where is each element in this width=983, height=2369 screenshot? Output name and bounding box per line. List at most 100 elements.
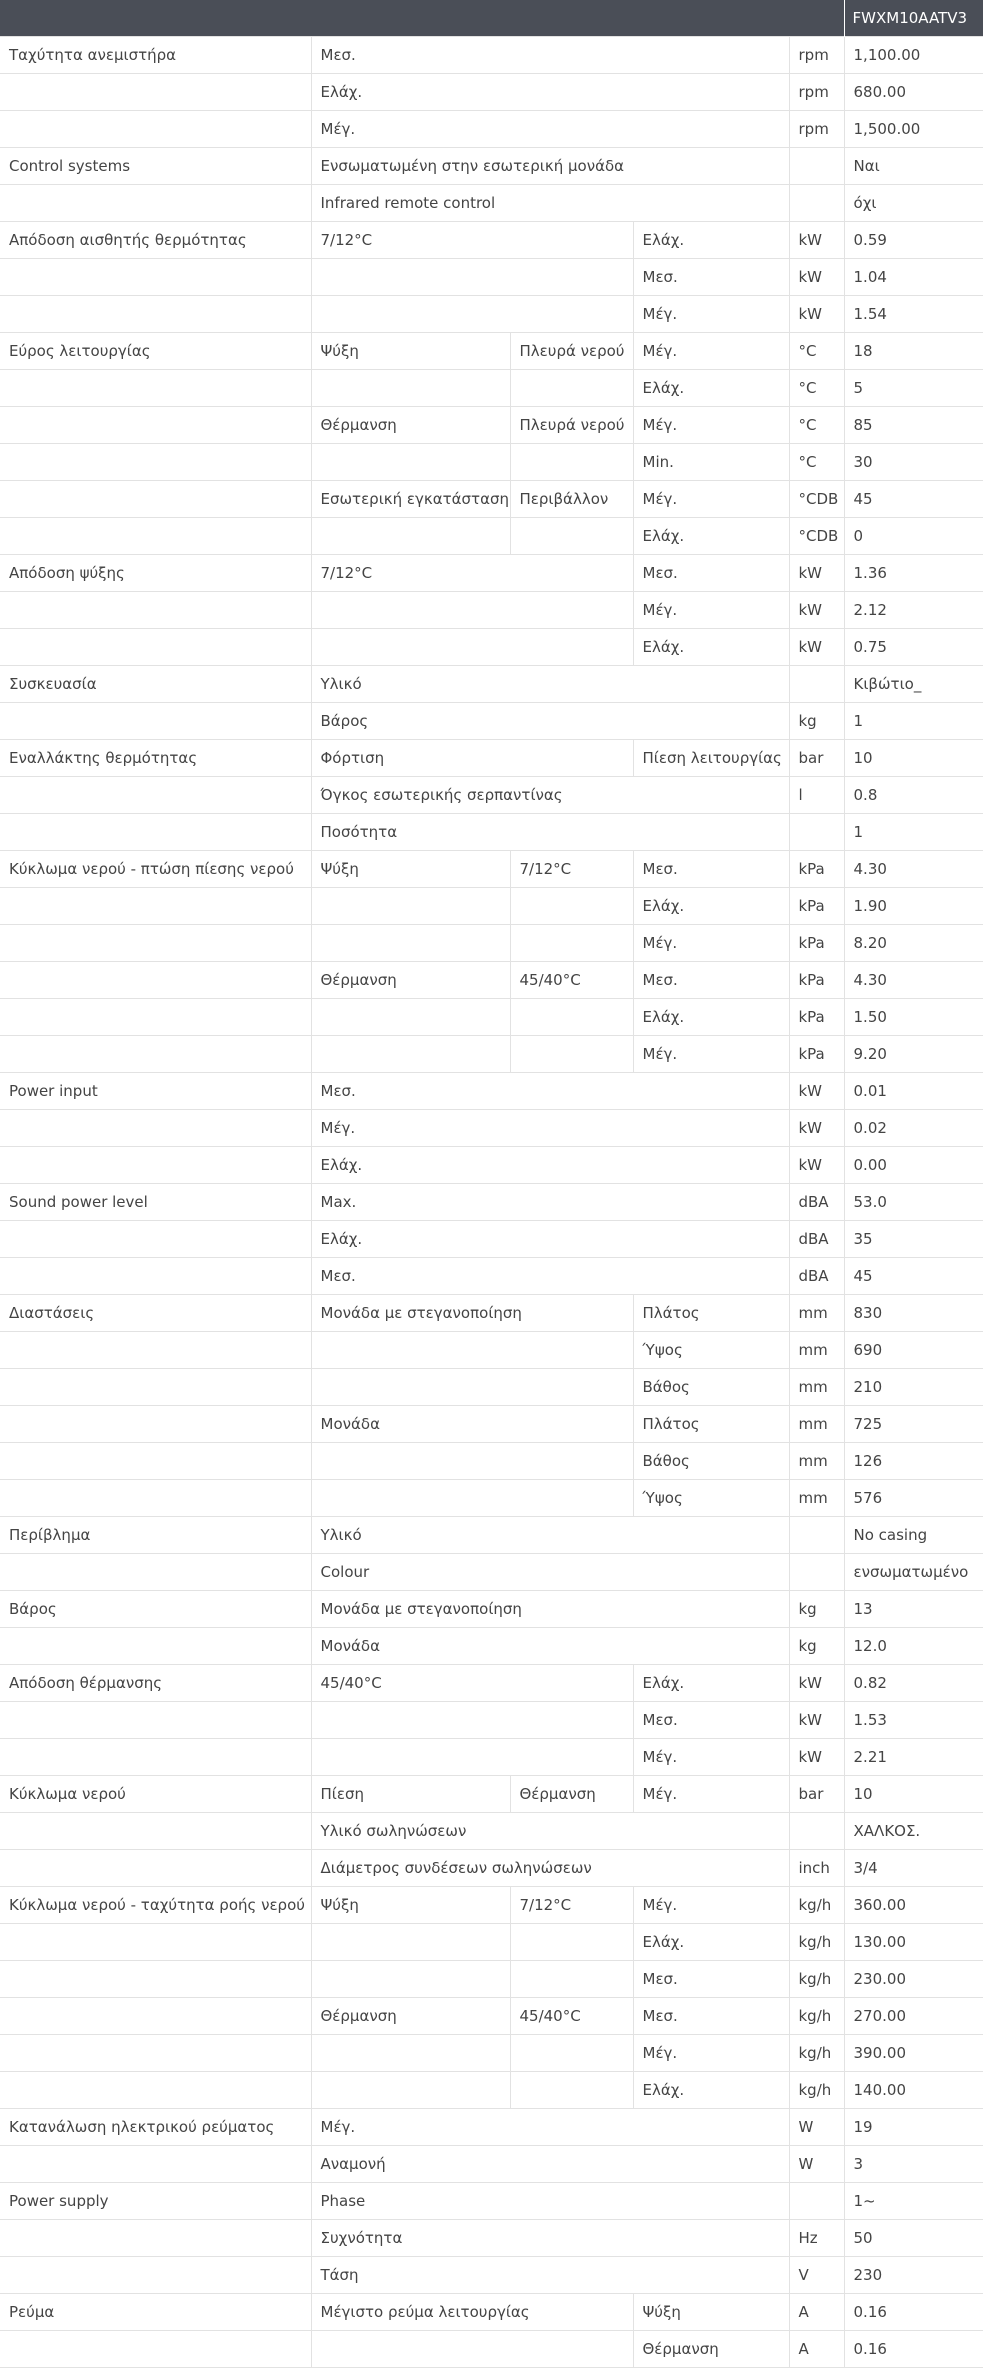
table-row: Control systems Ενσωματωμένη στην εσωτερι… (0, 147, 983, 185)
unit-cell: W (788, 2145, 845, 2183)
value-cell: 2.12 (843, 591, 983, 629)
value-cell: 1,500.00 (843, 110, 983, 148)
value-cell: 390.00 (843, 2034, 983, 2072)
property-cell (0, 369, 312, 407)
qualifier-cell: Μεσ. (632, 1997, 790, 2035)
unit-cell: kW (788, 1701, 845, 1739)
sub-property-cell: Εσωτερική εγκατάσταση (310, 480, 511, 518)
value-cell: 1.90 (843, 887, 983, 925)
qualifier-cell: Πλάτος (632, 1294, 790, 1332)
value-cell: Κιβώτιο_ (843, 665, 983, 703)
property-cell (0, 1701, 312, 1739)
unit-cell: kW (788, 258, 845, 296)
property-cell (0, 73, 312, 111)
unit-cell: rpm (788, 73, 845, 111)
unit-cell: dBA (788, 1183, 845, 1221)
sub-property-cell: Μέγ. (310, 1109, 790, 1147)
table-row: Μεσ. kg/h 230.00 (0, 1960, 983, 1998)
property-cell: Κατανάλωση ηλεκτρικού ρεύματος (0, 2108, 312, 2146)
value-cell: 30 (843, 443, 983, 481)
unit-cell (788, 147, 845, 185)
model-name: FWXM10AATV3 (843, 0, 983, 37)
unit-cell: kPa (788, 998, 845, 1036)
table-row: Απόδοση αισθητής θερμότητας 7/12°C Ελάχ. kW… (0, 221, 983, 259)
sub-property-cell: Ψύξη (310, 1886, 511, 1924)
sub-property-cell: Μέγ. (310, 2108, 790, 2146)
qualifier-cell: Ελάχ. (632, 887, 790, 925)
value-cell: 0.01 (843, 1072, 983, 1110)
unit-cell (788, 1812, 845, 1850)
sub-property-cell: Max. (310, 1183, 790, 1221)
value-cell: 1.54 (843, 295, 983, 333)
value-cell: 1,100.00 (843, 36, 983, 74)
qualifier-cell: Μέγ. (632, 1886, 790, 1924)
unit-cell: kg/h (788, 1886, 845, 1924)
unit-cell: °C (788, 369, 845, 407)
value-cell: 3 (843, 2145, 983, 2183)
sub-property-cell: Φόρτιση (310, 739, 634, 777)
table-row: Ελάχ. rpm 680.00 (0, 73, 983, 111)
sub-property-cell: Θέρμανση (310, 1997, 511, 2035)
sub-property-cell: Ενσωματωμένη στην εσωτερική μονάδα (310, 147, 790, 185)
table-row: Infrared remote control όχι (0, 184, 983, 222)
value-cell: 680.00 (843, 73, 983, 111)
sub-property-cell: Υλικό (310, 665, 790, 703)
property-cell: Ρεύμα (0, 2293, 312, 2331)
sub-property-cell: Μεσ. (310, 36, 790, 74)
sub-property-cell: Ελάχ. (310, 1220, 790, 1258)
property-cell (0, 295, 312, 333)
table-row: Τάση V 230 (0, 2256, 983, 2294)
qualifier-cell: Ελάχ. (632, 628, 790, 666)
unit-cell: °C (788, 332, 845, 370)
sub-property-cell: Μονάδα με στεγανοποίηση (310, 1294, 634, 1332)
value-cell: 9.20 (843, 1035, 983, 1073)
value-cell: 50 (843, 2219, 983, 2257)
qualifier-cell: Μέγ. (632, 480, 790, 518)
table-row: Μεσ. kW 1.53 (0, 1701, 983, 1739)
table-row: Ύψος mm 576 (0, 1479, 983, 1517)
table-row: Min. °C 30 (0, 443, 983, 481)
qualifier-cell: Min. (632, 443, 790, 481)
condition-cell: Πλευρά νερού (509, 406, 634, 444)
property-cell (0, 2330, 312, 2368)
sub-property-cell: Μεσ. (310, 1072, 790, 1110)
unit-cell: mm (788, 1294, 845, 1332)
unit-cell: kg/h (788, 2071, 845, 2109)
table-row: Υλικό σωληνώσεων ΧΑΛΚΟΣ. (0, 1812, 983, 1850)
property-cell: Εύρος λειτουργίας (0, 332, 312, 370)
table-row: Συχνότητα Hz 50 (0, 2219, 983, 2257)
sub-property-cell: Διάμετρος συνδέσεων σωληνώσεων (310, 1849, 790, 1887)
table-row: Ποσότητα 1 (0, 813, 983, 851)
table-row: Ελάχ. dBA 35 (0, 1220, 983, 1258)
sub-property-cell: Μέγ. (310, 110, 790, 148)
unit-cell: Hz (788, 2219, 845, 2257)
qualifier-cell: Μεσ. (632, 1960, 790, 1998)
table-row: Διάμετρος συνδέσεων σωληνώσεων inch 3/4 (0, 1849, 983, 1887)
property-cell (0, 1442, 312, 1480)
property-cell (0, 1035, 312, 1073)
table-row: Ελάχ. kPa 1.90 (0, 887, 983, 925)
qualifier-cell: Ελάχ. (632, 1664, 790, 1702)
table-row: Θέρμανση 45/40°C Μεσ. kg/h 270.00 (0, 1997, 983, 2035)
table-row: Ελάχ. kW 0.75 (0, 628, 983, 666)
property-cell (0, 480, 312, 518)
unit-cell: kg/h (788, 1923, 845, 1961)
value-cell: 1 (843, 702, 983, 740)
property-cell (0, 1923, 312, 1961)
header-blank (0, 0, 845, 37)
sub-property-cell (310, 1368, 634, 1406)
unit-cell: kW (788, 221, 845, 259)
sub-property-cell (310, 1442, 634, 1480)
sub-property-cell (310, 1738, 634, 1776)
value-cell: 0.8 (843, 776, 983, 814)
sub-property-cell: Θέρμανση (310, 406, 511, 444)
qualifier-cell: Μέγ. (632, 1738, 790, 1776)
property-cell (0, 924, 312, 962)
table-row: Μέγ. kW 2.21 (0, 1738, 983, 1776)
value-cell: Ναι (843, 147, 983, 185)
sub-property-cell (310, 443, 511, 481)
property-cell (0, 961, 312, 999)
qualifier-cell: Μέγ. (632, 591, 790, 629)
value-cell: 140.00 (843, 2071, 983, 2109)
